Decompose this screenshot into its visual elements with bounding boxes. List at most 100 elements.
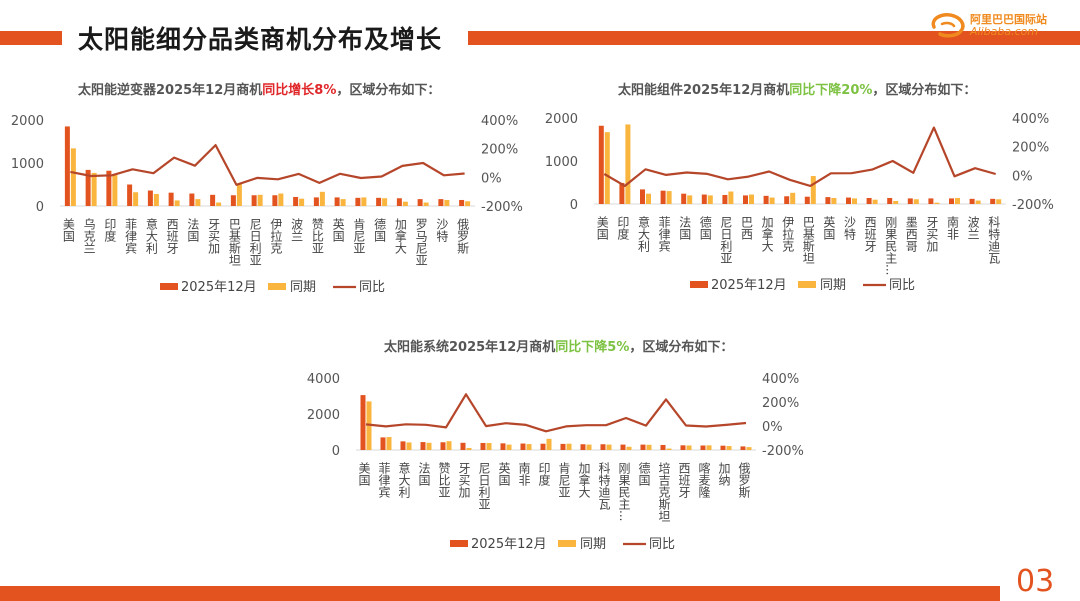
bar-current (580, 444, 586, 450)
category-tick-label: 罗马尼亚 (414, 218, 428, 266)
y-left-tick-label: 1000 (545, 155, 578, 170)
y-right-tick-label: 200% (762, 396, 799, 411)
bar-current (293, 196, 299, 206)
chart-title: 太阳能系统2025年12月商机同比下降5%，区域分布如下： (383, 339, 733, 355)
category-tick-label: 牙买加 (457, 462, 471, 499)
category-tick-label: 意大利 (397, 461, 411, 498)
category-tick-label: 巴基斯坦 (227, 218, 241, 266)
y-left-tick-label: 1000 (11, 157, 44, 172)
bar-prior (586, 444, 592, 450)
bar-prior (216, 202, 222, 206)
category-tick-label: 沙特 (843, 216, 857, 240)
bar-prior (646, 444, 652, 450)
bar-current (540, 443, 546, 450)
bar-current (210, 194, 216, 206)
bar-prior (278, 193, 284, 206)
category-tick-label: 乌克兰 (82, 217, 96, 254)
bar-current (560, 443, 566, 450)
bar-prior (382, 198, 388, 206)
y-left-tick-label: 2000 (11, 114, 44, 129)
chart-title-part: ，区域分布如下： (336, 82, 440, 98)
category-tick-label: 尼日利亚 (248, 218, 262, 266)
chart-title-part: 同比下降5% (555, 339, 629, 355)
bar-current (147, 190, 153, 206)
header-accent-left (0, 31, 62, 45)
bar-prior (257, 194, 263, 206)
yoy-line (365, 393, 747, 433)
bar-current (887, 197, 893, 204)
module-chart: 太阳能组件2025年12月商机同比下降20%，区域分布如下： 0 1000 2000 -… (545, 82, 1054, 293)
bar-prior (646, 193, 651, 204)
bar-prior (566, 443, 572, 450)
bar-current (720, 445, 726, 450)
inverter-chart: 太阳能逆变器2025年12月商机同比增长8%，区域分布如下： 0 1000 2000 -… (11, 82, 523, 295)
category-tick-label: 肯尼亚 (352, 218, 366, 254)
bar-current (740, 446, 746, 450)
alibaba-logo-icon (931, 13, 965, 38)
category-tick-label: 加拿大 (760, 216, 774, 252)
chart-title-part: 太阳能系统2025年12月商机 (383, 339, 555, 355)
page-title: 太阳能细分品类商机分布及增长 (78, 25, 443, 54)
bar-current (400, 441, 406, 450)
bar-prior (852, 198, 857, 204)
bar-current (681, 193, 687, 204)
category-tick-label: 墨西哥 (904, 216, 918, 252)
category-tick-label: 赞比亚 (310, 218, 324, 254)
bar-prior (626, 446, 632, 450)
y-right-tick-label: 400% (481, 114, 518, 129)
bar-current (500, 443, 506, 450)
category-tick-label: 巴西 (740, 216, 754, 240)
bar-prior (666, 191, 672, 204)
bar-prior (153, 193, 159, 206)
bar-prior (726, 446, 732, 450)
bar-prior (174, 200, 180, 206)
bar-current (949, 198, 954, 204)
bar-prior (402, 201, 408, 206)
category-tick-label: 伊拉克 (269, 218, 283, 255)
legend-label-current: 2025年12月 (471, 537, 547, 552)
bar-prior (423, 202, 429, 206)
chart-title-part: 太阳能逆变器2025年12月商机 (77, 82, 262, 98)
y-right-tick-label: 200% (1012, 141, 1049, 156)
bar-current (189, 193, 195, 206)
bar-prior (996, 199, 1002, 204)
category-tick-label: 印度 (537, 462, 551, 486)
bar-current (700, 445, 706, 450)
category-tick-label: 英国 (497, 462, 511, 486)
bar-current (251, 195, 257, 206)
bar-prior (707, 195, 713, 204)
bar-prior (426, 442, 432, 450)
bar-current (376, 197, 382, 206)
alibaba-logo: 阿里巴巴国际站 Alibaba.com (928, 8, 1060, 42)
bar-current (620, 444, 626, 450)
y-left-tick-label: 4000 (307, 372, 340, 387)
bar-prior (526, 444, 532, 450)
bar-current (640, 444, 646, 450)
legend-label-prior: 同期 (580, 537, 606, 552)
category-tick-label: 刚果民主... (884, 216, 898, 276)
bar-prior (955, 197, 960, 204)
category-tick-label: 法国 (186, 218, 200, 242)
chart-title-part: ，区域分布如下： (629, 339, 733, 355)
bar-prior (506, 444, 512, 450)
legend-label-yoy: 同比 (359, 280, 385, 295)
category-tick-label: 科特迪瓦 (597, 462, 611, 511)
bar-current (480, 442, 486, 450)
category-tick-label: 加纳 (717, 462, 731, 486)
footer-accent-bar (0, 586, 1000, 601)
bar-prior (236, 183, 242, 206)
bar-current (660, 190, 666, 204)
category-tick-label: 尼日利亚 (477, 462, 491, 510)
bar-current (660, 444, 666, 450)
bar-prior (70, 148, 76, 206)
bar-current (313, 197, 319, 206)
bar-prior (686, 445, 692, 450)
category-tick-label: 菲律宾 (124, 218, 138, 254)
category-tick-label: 德国 (698, 215, 712, 240)
legend-swatch-prior (798, 281, 816, 288)
bar-current (380, 437, 386, 450)
legend-label-prior: 同期 (290, 280, 316, 295)
bar-prior (91, 172, 97, 206)
bar-prior (133, 192, 139, 206)
system-chart: 太阳能系统2025年12月商机同比下降5%，区域分布如下： 0 2000 4000 -2… (307, 339, 804, 552)
